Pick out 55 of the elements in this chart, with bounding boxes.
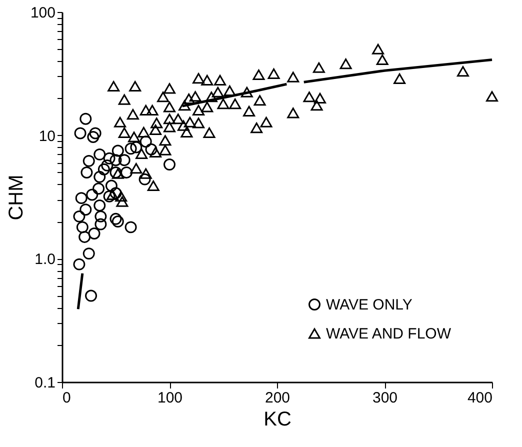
point — [103, 190, 116, 202]
point — [73, 210, 86, 222]
point — [110, 187, 122, 200]
point — [105, 180, 118, 192]
point — [124, 221, 137, 234]
x-axis-title: KC — [264, 408, 292, 430]
y-tick-label: 1.0 — [34, 251, 56, 268]
point — [110, 154, 122, 166]
point — [76, 221, 88, 234]
legend-label: WAVE ONLY — [326, 296, 412, 314]
y-tick-label: 0.1 — [34, 374, 56, 392]
point — [73, 258, 86, 270]
point — [138, 173, 151, 186]
point — [120, 166, 132, 178]
x-tick-label: 300 — [372, 390, 398, 406]
point — [140, 136, 152, 148]
point — [112, 144, 124, 157]
point — [130, 141, 142, 154]
point — [80, 204, 92, 216]
point — [80, 112, 92, 125]
x-tick-label: 400 — [467, 390, 492, 406]
point — [124, 142, 137, 155]
point — [78, 230, 91, 243]
x-tick-label: 0 — [62, 390, 71, 406]
point — [164, 158, 176, 170]
point — [98, 163, 110, 176]
point — [110, 212, 122, 225]
point — [82, 154, 95, 167]
point — [110, 166, 122, 178]
y-axis-title: CHM — [5, 174, 28, 220]
y-tick-label: 10 — [38, 128, 56, 145]
point — [101, 159, 114, 172]
point — [94, 210, 107, 222]
point — [94, 170, 106, 183]
point — [89, 127, 102, 140]
point — [75, 192, 88, 204]
point — [112, 216, 124, 228]
point — [145, 143, 158, 156]
point — [103, 152, 116, 164]
x-tick-label: 100 — [157, 390, 183, 406]
point — [118, 154, 130, 166]
y-tick-label: 100 — [30, 4, 56, 22]
point — [86, 188, 98, 201]
point — [80, 166, 93, 178]
point — [94, 199, 106, 212]
x-tick-label: 200 — [264, 390, 290, 406]
point — [85, 290, 98, 302]
point — [94, 148, 106, 160]
point — [94, 218, 107, 230]
point — [87, 130, 100, 143]
legend-label: WAVE AND FLOW — [326, 326, 452, 342]
point — [82, 248, 95, 260]
point — [74, 127, 86, 140]
point — [88, 228, 100, 240]
point — [92, 182, 105, 195]
